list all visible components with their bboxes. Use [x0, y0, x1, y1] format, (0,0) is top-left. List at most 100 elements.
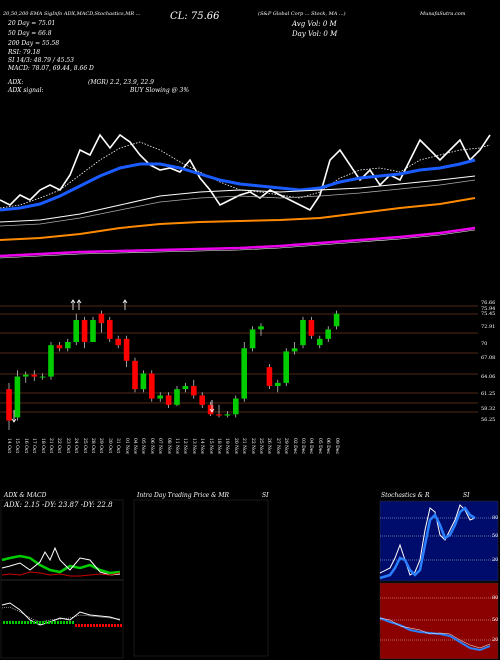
candle-body [308, 320, 315, 336]
macd-hist-bar [33, 621, 35, 624]
candle-body [291, 348, 298, 352]
candle-body [140, 373, 147, 390]
date-label: 04 Dec [308, 438, 314, 454]
stoch-title: Stochastics & R [381, 492, 430, 499]
macd-hist-bar [51, 621, 53, 624]
macd-hist-bar [15, 621, 17, 624]
adx-label: ADX: [8, 79, 24, 86]
macd-hist-bar [27, 621, 29, 624]
candle-body [98, 313, 105, 324]
date-label: 23 Oct [64, 438, 70, 454]
day-volume: Day Vol: 0 M [292, 30, 338, 38]
date-label: 21 Nov [241, 438, 247, 455]
intraday-si: SI [262, 492, 269, 499]
date-label: 27 Nov [274, 438, 280, 455]
ema200-shadow [0, 229, 476, 259]
ema50-line [0, 175, 476, 223]
candle-body [266, 367, 273, 386]
date-label: 06 Nov [148, 438, 154, 455]
macd-hist-bar [69, 621, 71, 624]
candle-body [333, 313, 340, 327]
date-label: 22 Oct [56, 438, 62, 454]
candle-body [233, 398, 239, 415]
macd-hist-bar [78, 624, 80, 627]
date-label: 07 Nov [157, 438, 163, 455]
macd-hist-bar [84, 624, 86, 627]
macd-hist-bar [48, 621, 50, 624]
price-axis-label: 75.45 [481, 311, 496, 317]
candle-body [48, 345, 54, 377]
macd-hist-bar [108, 624, 110, 627]
candle-body [81, 320, 88, 342]
macd-hist-bar [6, 621, 8, 624]
macd-hist-bar [3, 621, 5, 624]
date-label: 29 Oct [98, 438, 104, 454]
stoch-axis-80: 80 [492, 515, 499, 521]
macd-hist-bar [81, 624, 83, 627]
price-axis-label: 70 [481, 341, 488, 347]
macd-hist-bar [75, 624, 77, 627]
moving-average-lines [0, 133, 491, 259]
date-label: 03 Dec [300, 438, 305, 454]
candle-body [191, 386, 197, 396]
macd-line [1, 602, 121, 626]
stoch-d-line [379, 506, 476, 580]
candle-body [317, 338, 323, 346]
adx-panel-title: ADX & MACD [4, 492, 47, 499]
ema100-line [0, 197, 476, 241]
candle-body [65, 342, 71, 349]
adx-panel-values: ADX: 2.15 -DY: 23.87 -DY: 22.8 [4, 501, 113, 509]
date-label: 28 Oct [90, 438, 95, 454]
stochastics-panel [379, 500, 499, 582]
candle-body [6, 389, 12, 421]
rsi-axis-50: 50 [492, 617, 499, 623]
macd-hist-bar [24, 621, 26, 624]
candle-body [300, 320, 306, 346]
date-label: 02 Dec [291, 438, 297, 454]
date-label: 05 Dec [316, 438, 322, 454]
stoch-k-line [379, 504, 476, 576]
macd-hist-bar [93, 624, 95, 627]
ema200-line [0, 226, 476, 258]
date-label: 31 Oct [115, 438, 121, 454]
macd-hist-bar [57, 621, 59, 624]
candle-body [224, 414, 231, 416]
candle-body [174, 389, 180, 405]
date-label: 19 Nov [224, 438, 230, 455]
ema50b-line [0, 179, 476, 227]
mgr-label: (MGR) 2.2, 23.9, 22.9 [88, 79, 154, 86]
date-label: 20 Nov [232, 438, 238, 455]
date-label: 09 Dec [333, 438, 339, 454]
intraday-panel [133, 499, 269, 657]
date-label: 11 Nov [174, 438, 179, 455]
candle-body [107, 320, 113, 339]
macd-hist-bar [54, 621, 56, 624]
price-axis-label: 67.08 [481, 355, 496, 361]
date-label: 25 Oct [81, 438, 87, 454]
macd-hist-bar [90, 624, 92, 627]
candle-body [325, 329, 331, 339]
avg-volume: Avg Vol: 0 M [292, 20, 337, 28]
macd-hist-bar [96, 624, 98, 627]
ema20-line [0, 158, 476, 212]
price-axis-label: 72.91 [481, 324, 496, 330]
adx-panel [0, 499, 124, 659]
date-label: 14 Oct [6, 438, 11, 454]
date-label: 06 Dec [325, 438, 331, 454]
macd-hist-bar [120, 624, 122, 627]
candle-body [283, 351, 289, 383]
candle-body [149, 373, 155, 399]
candle-body [23, 374, 29, 377]
stoch-si: SI [463, 492, 470, 499]
rsi-label: RSI: 79.18 [8, 49, 41, 56]
macd-hist-bar [21, 621, 23, 624]
candle-body [249, 329, 256, 349]
candle-body [31, 374, 37, 377]
price-gridlines [0, 305, 478, 413]
macd-hist-bar [117, 624, 119, 627]
date-label: 15 Nov [207, 438, 213, 455]
adx-red-line [1, 571, 121, 577]
ema200-label: 200 Day = 55.58 [8, 40, 60, 47]
date-label: 18 Oct [39, 438, 45, 454]
